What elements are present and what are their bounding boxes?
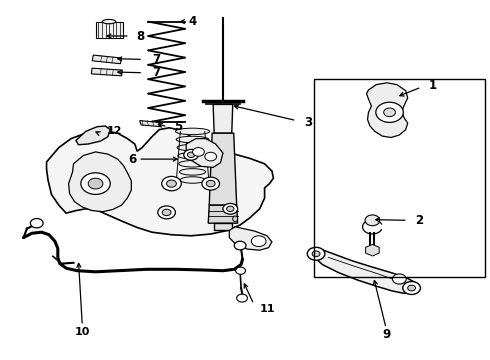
Polygon shape: [92, 55, 122, 64]
Circle shape: [187, 152, 195, 158]
Circle shape: [88, 178, 103, 189]
Polygon shape: [315, 248, 417, 293]
Circle shape: [193, 148, 204, 156]
Ellipse shape: [180, 177, 205, 183]
Text: 3: 3: [304, 116, 312, 129]
Ellipse shape: [179, 161, 206, 167]
Text: 11: 11: [260, 304, 275, 314]
Polygon shape: [214, 223, 232, 230]
Circle shape: [162, 176, 181, 191]
Ellipse shape: [178, 152, 207, 159]
Ellipse shape: [176, 136, 209, 143]
Text: 6: 6: [128, 153, 136, 166]
Circle shape: [307, 247, 325, 260]
Polygon shape: [229, 227, 272, 250]
Polygon shape: [140, 121, 161, 127]
Circle shape: [162, 209, 171, 216]
Text: 8: 8: [136, 30, 145, 42]
Circle shape: [392, 274, 406, 284]
Text: 10: 10: [74, 327, 90, 337]
Text: 2: 2: [416, 214, 424, 227]
Text: 7: 7: [152, 66, 160, 79]
Circle shape: [184, 149, 198, 160]
Ellipse shape: [233, 216, 238, 222]
Text: 12: 12: [107, 126, 122, 136]
Circle shape: [205, 152, 217, 161]
Polygon shape: [91, 68, 122, 76]
Text: 7: 7: [152, 53, 160, 66]
Polygon shape: [366, 244, 379, 256]
Circle shape: [236, 267, 245, 274]
Polygon shape: [213, 104, 233, 133]
Polygon shape: [367, 83, 408, 138]
Polygon shape: [47, 128, 273, 236]
Ellipse shape: [179, 168, 206, 175]
Circle shape: [167, 180, 176, 187]
Polygon shape: [76, 126, 110, 145]
Polygon shape: [69, 152, 131, 212]
Polygon shape: [96, 22, 122, 38]
Text: 4: 4: [189, 15, 197, 28]
Polygon shape: [186, 139, 223, 167]
Circle shape: [237, 294, 247, 302]
Circle shape: [312, 251, 320, 257]
Circle shape: [206, 180, 215, 187]
Text: 1: 1: [429, 79, 437, 92]
Circle shape: [226, 206, 234, 211]
Bar: [314, 79, 485, 277]
Circle shape: [234, 241, 246, 250]
Circle shape: [202, 177, 220, 190]
Circle shape: [30, 219, 43, 228]
Text: 5: 5: [174, 120, 182, 133]
Circle shape: [223, 203, 238, 214]
Ellipse shape: [175, 128, 210, 135]
Circle shape: [408, 285, 416, 291]
Circle shape: [376, 102, 403, 122]
Circle shape: [384, 108, 395, 117]
Circle shape: [251, 236, 266, 247]
Polygon shape: [208, 205, 238, 223]
Polygon shape: [209, 133, 237, 205]
Circle shape: [365, 215, 380, 226]
Ellipse shape: [177, 144, 208, 151]
Text: 9: 9: [382, 328, 390, 341]
Circle shape: [158, 206, 175, 219]
Circle shape: [81, 173, 110, 194]
Ellipse shape: [102, 19, 116, 24]
Circle shape: [403, 282, 420, 294]
